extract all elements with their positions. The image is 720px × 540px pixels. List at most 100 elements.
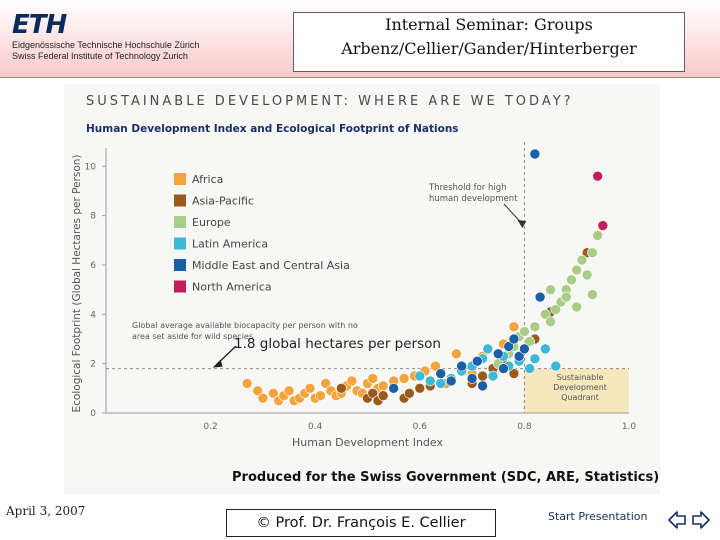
data-point [367,387,379,399]
data-point [320,378,331,389]
data-point [477,380,488,392]
sustainable-quadrant [524,368,629,413]
data-point [336,383,347,394]
y-tick-label: 4 [90,310,96,320]
y-tick-label: 6 [90,261,96,271]
x-tick-label: 0.2 [203,422,217,432]
threshold-annotation: Threshold for high [428,183,507,193]
data-point [424,375,436,387]
legend-swatch [174,216,186,228]
data-point [388,383,399,394]
data-point [435,378,447,389]
data-point [519,343,530,355]
biocapacity-annotation: area set aside for wild species [132,332,253,341]
data-point [435,368,447,379]
slide-title-box: Internal Seminar: Groups Arbenz/Cellier/… [293,12,685,72]
data-point [414,370,426,382]
legend-swatch [174,173,186,185]
data-point [252,385,263,397]
data-point [529,148,541,160]
data-point [503,341,515,352]
data-point [241,378,253,389]
logo-line-english: Swiss Federal Institute of Technology Zu… [12,51,188,61]
back-arrow-icon[interactable] [666,509,688,531]
x-tick-label: 0.8 [517,422,532,432]
legend-swatch [174,259,186,271]
data-point [346,375,358,387]
data-point [545,284,556,295]
data-point [398,373,410,384]
legend-swatch [174,194,186,207]
data-point [268,387,279,399]
copyright-box: © Prof. Dr. François E. Cellier [226,509,496,537]
data-point [534,291,546,303]
data-point [508,368,520,379]
data-point [487,370,499,382]
data-point [540,309,551,320]
data-point [545,316,556,328]
quadrant-label: Quadrant [561,393,599,402]
y-tick-label: 0 [90,409,96,419]
y-axis-label: Ecological Footprint (Global Hectares pe… [71,155,83,413]
data-point [513,350,525,362]
legend-label: Latin America [192,238,268,251]
figure-credit: Produced for the Swiss Government (SDC, … [232,470,660,485]
legend-label: North America [192,281,272,294]
data-point [508,333,520,345]
quadrant-label: Development [553,383,607,392]
data-point [283,385,295,397]
eth-logo: ETH Eidgenössische Technische Hochschule… [12,10,199,62]
data-point [529,353,541,365]
data-point [482,343,494,355]
eth-logo-mark: ETH [12,10,67,40]
x-tick-label: 0.6 [413,422,428,432]
legend-swatch [174,237,186,250]
slide-date: April 3, 2007 [6,504,86,518]
data-point [587,247,598,258]
data-point [597,220,609,231]
logo-line-german: Eidgenössische Technische Hochschule Zür… [12,40,200,50]
data-point [560,291,572,303]
biocapacity-annotation: Global average available biocapacity per… [132,321,358,330]
forward-arrow-icon[interactable] [690,509,712,531]
y-tick-label: 10 [85,162,97,172]
slide-title-line-1: Internal Seminar: Groups [385,15,593,34]
data-point [304,383,316,394]
threshold-arrowhead [517,220,527,228]
scatter-chart: 0 2 4 6 8 10 0.2 0.4 0.6 0.8 1.0 Human Development … [71,142,637,449]
legend-label: Asia-Pacific [192,195,254,208]
data-point [257,392,269,404]
chart-banner: SUSTAINABLE DEVELOPMENT: WHERE ARE WE TO… [86,94,574,109]
x-tick-label: 0.4 [308,422,323,432]
legend-swatch [174,280,186,293]
legend-label: Europe [192,216,231,229]
data-point [566,274,577,286]
data-point [472,355,483,367]
data-point [315,390,326,402]
data-point [477,370,488,382]
data-point [571,301,583,313]
data-point [456,360,467,372]
data-point [540,343,551,355]
start-presentation-link[interactable]: Start Presentation [548,510,648,523]
legend-label: Africa [192,173,223,186]
data-point [414,383,426,394]
data-point [404,387,415,399]
data-point [587,289,598,300]
threshold-annotation: human development [429,194,518,204]
x-axis-label: Human Development Index [292,436,443,449]
data-point [377,380,389,392]
data-point [377,390,389,402]
data-point [592,170,603,182]
data-point [367,373,379,384]
chart-title: Human Development Index and Ecological F… [86,123,459,135]
data-point [508,321,520,332]
quadrant-label: Sustainable [557,373,604,382]
x-tick-label: 1.0 [622,422,637,432]
data-point [592,230,603,241]
data-point [492,348,504,360]
data-point [445,375,457,387]
data-point [519,326,530,337]
data-point [550,304,562,315]
biocapacity-value: 1.8 global hectares per person [234,336,441,352]
